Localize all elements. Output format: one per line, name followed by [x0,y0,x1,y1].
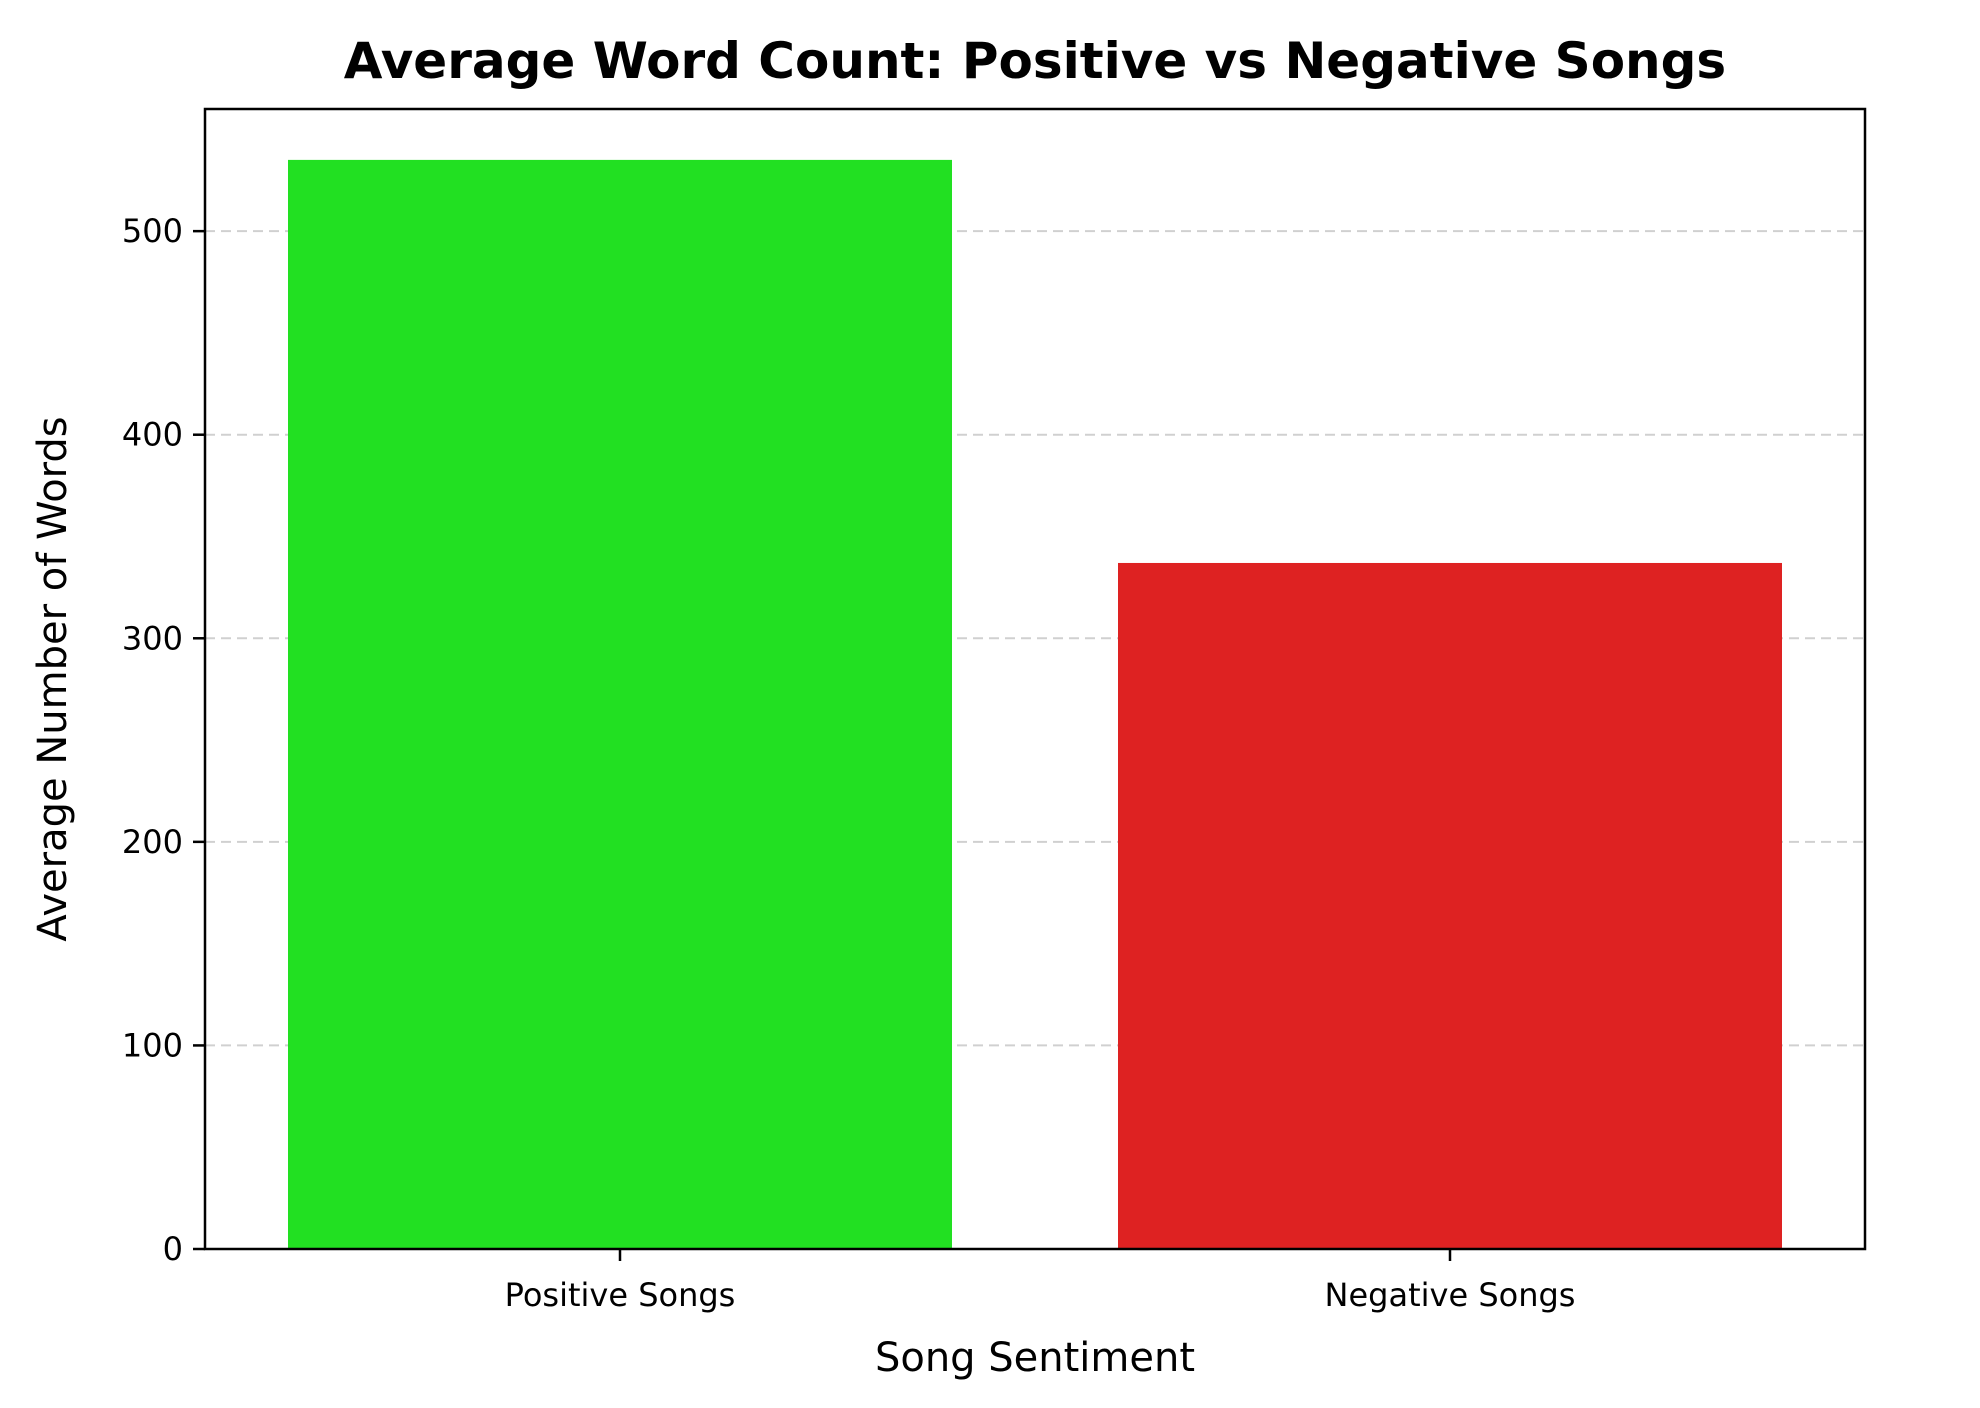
chart-title: Average Word Count: Positive vs Negative… [344,32,1726,90]
bars-layer [288,159,1782,1250]
x-axis-label: Song Sentiment [875,1335,1195,1381]
bar [288,159,952,1250]
y-tick-label: 500 [122,212,183,250]
x-axis: Positive Songs Negative Songs [505,1249,1576,1314]
x-tick-label: Positive Songs [505,1276,736,1314]
y-tick-label: 0 [163,1230,183,1268]
plot-frame [203,107,1867,1251]
y-axis-label: Average Number of Words [30,416,76,941]
bar [1118,562,1782,1249]
y-tick-label: 300 [122,619,183,657]
y-tick-label: 200 [122,823,183,861]
x-tick-label: Negative Songs [1325,1276,1576,1314]
y-tick-label: 100 [122,1026,183,1064]
y-axis: 0 100 200 300 400 500 [122,212,205,1268]
y-tick-label: 400 [122,416,183,454]
